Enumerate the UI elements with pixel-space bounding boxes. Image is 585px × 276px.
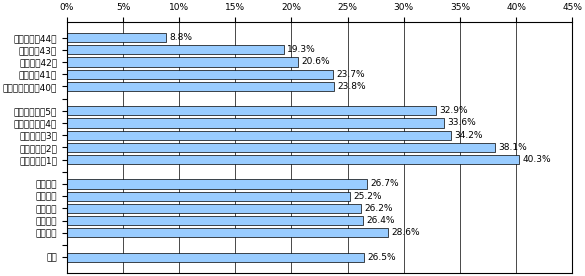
Bar <box>67 33 166 42</box>
Text: 32.9%: 32.9% <box>440 106 469 115</box>
Text: 25.2%: 25.2% <box>353 192 382 201</box>
Bar <box>67 143 495 152</box>
Text: 28.6%: 28.6% <box>391 228 420 237</box>
Bar <box>67 155 519 164</box>
Text: 26.7%: 26.7% <box>370 179 399 189</box>
Text: 38.1%: 38.1% <box>498 143 527 152</box>
Text: 23.8%: 23.8% <box>338 82 366 91</box>
Text: 33.6%: 33.6% <box>448 118 476 128</box>
Bar <box>67 45 284 54</box>
Bar <box>67 57 298 67</box>
Text: 26.4%: 26.4% <box>367 216 395 225</box>
Bar <box>67 118 444 128</box>
Bar <box>67 228 388 237</box>
Bar <box>67 106 436 115</box>
Text: 40.3%: 40.3% <box>523 155 552 164</box>
Text: 23.7%: 23.7% <box>336 70 365 79</box>
Text: 8.8%: 8.8% <box>169 33 192 42</box>
Bar <box>67 204 361 213</box>
Text: 20.6%: 20.6% <box>302 57 330 67</box>
Bar <box>67 131 451 140</box>
Text: 26.2%: 26.2% <box>364 204 393 213</box>
Text: 26.5%: 26.5% <box>368 253 397 262</box>
Bar <box>67 216 363 225</box>
Bar <box>67 192 350 201</box>
Bar <box>67 70 333 79</box>
Bar <box>67 253 364 262</box>
Text: 34.2%: 34.2% <box>455 131 483 140</box>
Bar <box>67 82 334 91</box>
Bar <box>67 179 367 189</box>
Text: 19.3%: 19.3% <box>287 45 316 54</box>
